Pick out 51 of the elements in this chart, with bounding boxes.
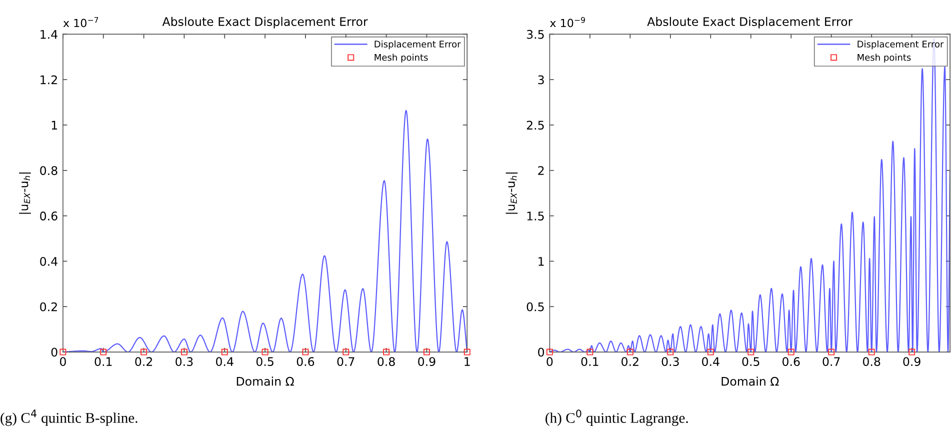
chart-title: Absloute Exact Displacement Error [162,16,368,28]
x-tick-label: 0.2 [622,357,638,366]
y-tick-label: 0.2 [40,302,57,312]
x-tick-label: 0.4 [216,357,234,366]
x-tick-label: 0.1 [581,357,598,366]
y-tick-label: 0.4 [40,256,58,266]
y-tick-label: 2.5 [526,120,544,130]
x-tick-label: 0.7 [822,357,840,366]
x-tick-label: 0.9 [418,357,436,366]
y-tick-label: 0.6 [40,212,58,220]
legend-label: Displacement Error [374,40,461,50]
y-tick-label: 2 [538,166,544,175]
x-tick-label: 0.6 [782,357,800,366]
y-axis-title: |u$_{EX}$-u$_{h}$| [19,172,31,214]
x-tick-label: 0.2 [135,357,152,366]
text: (g) C$^{4}$ quintic B-spline. [0,410,138,426]
y-axis-title: |u$_{EX}$-u$_{h}$| [506,172,518,214]
y-tick-label: 0 [538,348,544,357]
y-tick-label: 0 [51,348,58,357]
y-tick-label: 1 [538,257,544,266]
x-tick-label: 0.6 [296,357,314,366]
legend-label: Displacement Error [858,40,944,50]
x-tick-label: 1 [464,357,470,366]
x-tick-label: 0.3 [176,357,193,366]
y-tick-label: 0.5 [526,302,544,312]
x-tick-label: 0.9 [903,357,920,366]
x-tick-label: 0.8 [378,357,395,366]
legend-label: Mesh points [858,54,911,63]
text: x 10$^{−7}$ [63,17,98,28]
chart-title: Absloute Exact Displacement Error [647,16,853,28]
legend-label: Mesh points [374,54,428,63]
x-axis-title: Domain Ω [722,376,779,386]
y-tick-label: 1.4 [40,30,58,39]
x-tick-label: 0.5 [256,357,274,366]
y-tick-label: 1.2 [40,75,57,84]
y-tick-label: 1.5 [527,212,544,220]
x-tick-label: 0 [546,357,553,366]
text: (h) C$^{0}$ quintic Lagrange. [546,410,688,426]
x-tick-label: 0.1 [94,357,112,366]
y-tick-label: 0.8 [40,166,58,176]
x-axis-title: Domain Ω [236,376,294,386]
text: x 10$^{−9}$ [550,17,585,28]
x-tick-label: 0 [60,357,66,366]
y-tick-label: 1 [52,120,58,130]
x-tick-label: 0.4 [702,357,720,366]
x-tick-label: 0.3 [662,357,679,366]
y-tick-label: 3.5 [526,30,544,39]
x-tick-label: 0.5 [742,357,760,366]
y-tick-label: 3 [538,75,544,84]
x-tick-label: 0.7 [337,357,354,366]
x-tick-label: 0.8 [862,357,880,366]
